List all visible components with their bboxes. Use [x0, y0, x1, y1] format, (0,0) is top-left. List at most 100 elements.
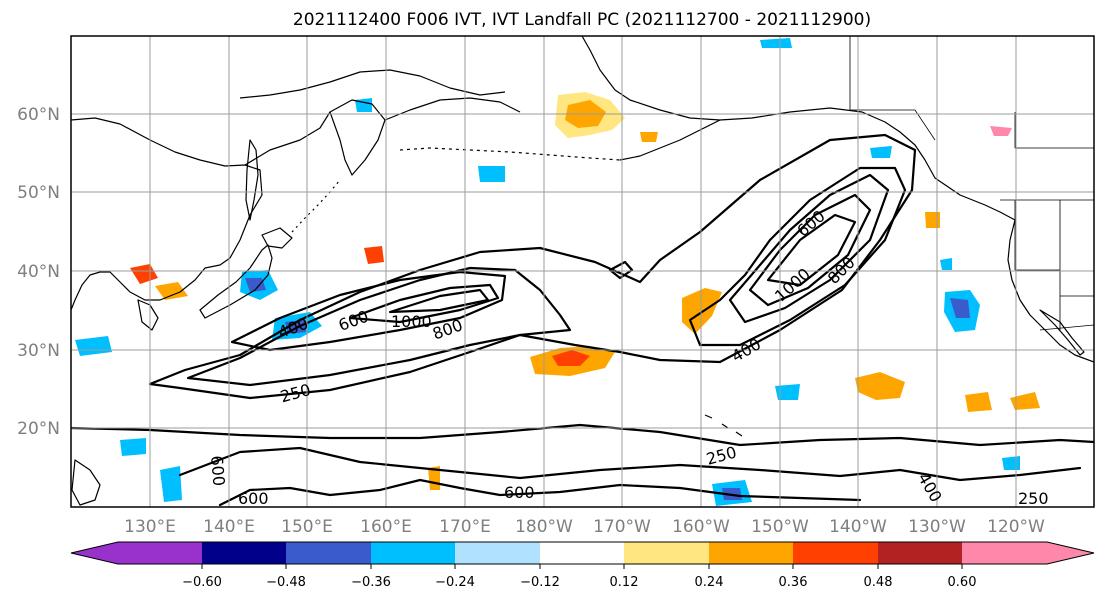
- kuril-islands-chain: [291, 179, 341, 233]
- ivt-contour-600-south: [218, 478, 862, 507]
- ivt-contour-400-south: [178, 446, 1082, 482]
- anomaly-shading: [75, 38, 1040, 506]
- ivt-contour-800-west: [348, 283, 500, 324]
- ivt-contour-closed-small: [608, 260, 634, 280]
- negative-anomaly-blob: [870, 146, 892, 158]
- colorbar-outline: [70, 541, 1095, 565]
- negative-anomaly-blob: [75, 336, 112, 356]
- colorbar-bin: [371, 542, 456, 564]
- asia-coastline: [71, 117, 263, 311]
- colorbar-extend-high: [1047, 542, 1094, 564]
- colorbar-ticks: [201, 564, 963, 569]
- bering-coastline: [384, 97, 521, 121]
- lon-label: 160°W: [672, 517, 730, 537]
- lon-label: 150°W: [751, 517, 809, 537]
- lat-label: 40°N: [17, 262, 60, 282]
- lon-label: 150°E: [281, 517, 333, 537]
- negative-anomaly-blob: [245, 278, 266, 292]
- positive-anomaly-blob: [155, 282, 188, 300]
- contour-label: 600: [207, 455, 229, 487]
- baja-california-outline: [1039, 309, 1085, 356]
- us-state-borders: [1014, 112, 1094, 330]
- alaska-coastline: [581, 36, 1016, 221]
- colorbar-tick-label: 0.36: [779, 575, 808, 590]
- ivt-contour-1000-west: [388, 288, 490, 314]
- colorbar-bin: [118, 542, 203, 564]
- map-area: 400 600 1000 800 250 600 1000 800 400 25…: [70, 35, 1095, 508]
- ivt-contour-400-east: [688, 166, 907, 347]
- colorbar-tick-label: −0.24: [435, 575, 475, 590]
- colorbar-tick-label: −0.48: [266, 575, 306, 590]
- negative-anomaly-blob: [120, 438, 146, 456]
- colorbar-tick-label: 0.60: [948, 575, 977, 590]
- lon-label: 130°E: [124, 517, 176, 537]
- ivt-contour-400-west: [186, 266, 572, 387]
- positive-anomaly-blob: [130, 264, 158, 284]
- map-frame: [70, 35, 1095, 508]
- korea-peninsula-outline: [137, 299, 159, 331]
- longitude-labels: 130°E 140°E 150°E 160°E 170°E 180°W 170°…: [124, 517, 1045, 537]
- colorbar-tick-label: 0.48: [864, 575, 893, 590]
- colorbar-bin: [540, 542, 625, 564]
- lon-label: 130°W: [908, 517, 966, 537]
- lon-label: 160°E: [360, 517, 412, 537]
- positive-anomaly-blob: [855, 372, 905, 400]
- colorbar-bin: [709, 542, 794, 564]
- contour-label: 600: [504, 483, 535, 502]
- contour-label: 600: [238, 489, 269, 508]
- sakhalin-outline: [245, 139, 259, 221]
- negative-anomaly-blob: [1002, 456, 1020, 470]
- colorbar-tick-label: −0.12: [520, 575, 560, 590]
- colorbar-bin: [202, 542, 287, 564]
- positive-anomaly-blob: [640, 132, 658, 142]
- contour-labels: 400 600 1000 800 250 600 1000 800 400 25…: [207, 206, 1049, 508]
- negative-anomaly-blob: [160, 466, 182, 502]
- philippines-outline: [71, 459, 101, 506]
- lat-label: 20°N: [17, 419, 60, 439]
- political-borders: [849, 36, 1094, 331]
- lat-label: 60°N: [17, 105, 60, 125]
- japan-honshu-outline: [199, 244, 273, 319]
- negative-anomaly-blob: [940, 258, 952, 270]
- mexico-border: [1039, 324, 1094, 331]
- okhotsk-coastline: [244, 111, 331, 166]
- positive-anomaly-blob: [552, 350, 590, 366]
- colorbar-extend-low: [71, 542, 118, 564]
- positive-anomaly-blob: [965, 392, 992, 412]
- latitude-labels: 60°N 50°N 40°N 30°N 20°N: [17, 105, 60, 439]
- lon-label: 170°E: [439, 517, 491, 537]
- japan-hokkaido-outline: [261, 227, 293, 249]
- ivt-contour-1000-east: [766, 213, 857, 287]
- hawaii-islands: [704, 414, 743, 437]
- contour-label: 1000: [391, 312, 432, 331]
- colorbar-bin: [962, 542, 1047, 564]
- negative-anomaly-blob: [760, 38, 792, 48]
- colorbar-tick-label: −0.60: [182, 575, 222, 590]
- map-title: 2021112400 F006 IVT, IVT Landfall PC (20…: [293, 10, 871, 30]
- gridlines: [71, 36, 1094, 507]
- colorbar-bin: [793, 542, 878, 564]
- colorbar-tick-label: 0.12: [610, 575, 639, 590]
- negative-anomaly-blob: [775, 384, 800, 400]
- kamchatka-outline: [329, 99, 386, 176]
- colorbar-bin: [878, 542, 963, 564]
- positive-anomaly-blob: [1010, 392, 1040, 410]
- alaska-peninsula-coastline: [619, 119, 721, 161]
- colorbar-tick-label: −0.36: [351, 575, 391, 590]
- lat-label: 50°N: [17, 183, 60, 203]
- lon-label: 140°E: [203, 517, 255, 537]
- lon-label: 140°W: [829, 517, 887, 537]
- lon-label: 180°W: [515, 517, 573, 537]
- lat-label: 30°N: [17, 341, 60, 361]
- negative-anomaly-blob: [950, 298, 970, 318]
- ivt-contour-800-east: [748, 193, 872, 307]
- lon-label: 170°W: [593, 517, 651, 537]
- ivt-contour-600-west: [230, 270, 507, 352]
- alaska-canada-border: [849, 36, 936, 141]
- positive-anomaly-blob: [364, 246, 384, 264]
- colorbar: −0.60 −0.48 −0.36 −0.24 −0.12 0.12 0.24 …: [70, 541, 1095, 590]
- negative-anomaly-blob: [478, 166, 505, 182]
- contour-label: 250: [1018, 489, 1049, 508]
- colorbar-bin: [286, 542, 371, 564]
